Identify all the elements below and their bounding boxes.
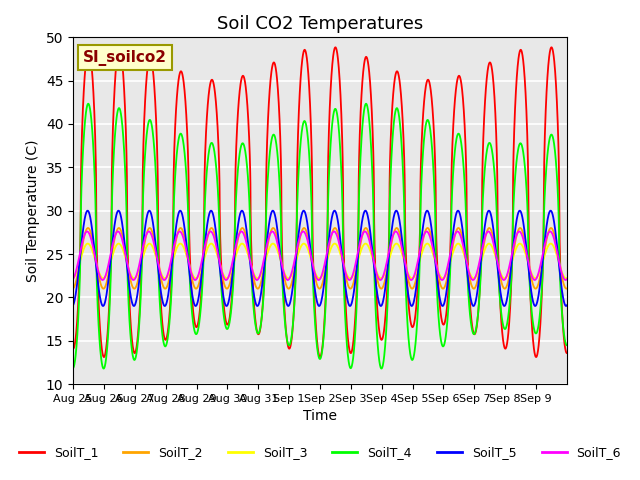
SoilT_3 (556, 264, 564, 270)
SoilT_6 (361, 228, 369, 234)
SoilT_2 (468, 285, 476, 290)
SoilT_3 (349, 272, 357, 277)
SoilT_6 (556, 264, 564, 270)
SoilT_5 (118, 222, 126, 228)
SoilT_2 (225, 283, 233, 289)
SoilT_2 (118, 232, 126, 238)
Line: SoilT_2: SoilT_2 (73, 228, 567, 288)
SoilT_5 (496, 286, 504, 292)
SoilT_1 (556, 265, 564, 271)
SoilT_1 (119, 64, 127, 70)
SoilT_6 (118, 238, 126, 243)
SoilT_2 (563, 286, 571, 291)
Y-axis label: Soil Temperature (C): Soil Temperature (C) (26, 139, 40, 282)
SoilT_5 (556, 274, 564, 280)
SoilT_5 (468, 301, 476, 307)
SoilT_5 (500, 303, 508, 309)
SoilT_4 (84, 101, 92, 107)
SoilT_4 (497, 302, 504, 308)
SoilT_1 (69, 346, 77, 351)
SoilT_6 (349, 270, 357, 276)
SoilT_1 (548, 45, 556, 50)
SoilT_3 (346, 276, 354, 281)
SoilT_1 (225, 318, 233, 324)
SoilT_5 (563, 302, 571, 308)
Line: SoilT_5: SoilT_5 (73, 211, 567, 306)
SoilT_1 (349, 339, 357, 345)
Line: SoilT_6: SoilT_6 (73, 231, 567, 280)
Legend: SoilT_1, SoilT_2, SoilT_3, SoilT_4, SoilT_5, SoilT_6: SoilT_1, SoilT_2, SoilT_3, SoilT_4, Soil… (14, 442, 626, 465)
SoilT_4 (378, 366, 385, 372)
SoilT_2 (408, 286, 416, 291)
SoilT_3 (362, 241, 369, 247)
SoilT_5 (69, 302, 77, 308)
X-axis label: Time: Time (303, 409, 337, 423)
SoilT_4 (349, 353, 357, 359)
SoilT_4 (556, 281, 564, 287)
SoilT_6 (69, 276, 77, 282)
SoilT_4 (563, 342, 571, 348)
Line: SoilT_1: SoilT_1 (73, 48, 567, 357)
SoilT_3 (497, 270, 504, 276)
SoilT_3 (69, 275, 77, 281)
SoilT_2 (497, 275, 504, 281)
SoilT_4 (119, 126, 127, 132)
SoilT_4 (225, 322, 233, 327)
SoilT_2 (424, 225, 431, 231)
SoilT_4 (468, 329, 476, 335)
SoilT_3 (563, 275, 571, 281)
SoilT_6 (497, 272, 504, 277)
SoilT_3 (225, 274, 233, 279)
SoilT_3 (118, 246, 126, 252)
SoilT_6 (468, 277, 476, 283)
SoilT_1 (100, 354, 108, 360)
Line: SoilT_3: SoilT_3 (73, 244, 567, 278)
SoilT_1 (563, 350, 571, 356)
Text: SI_soilco2: SI_soilco2 (83, 49, 167, 66)
SoilT_6 (346, 277, 353, 283)
SoilT_1 (497, 301, 504, 307)
SoilT_6 (225, 273, 233, 279)
SoilT_2 (349, 281, 357, 287)
Line: SoilT_4: SoilT_4 (73, 104, 567, 369)
SoilT_5 (349, 294, 357, 300)
SoilT_2 (556, 265, 564, 271)
SoilT_1 (468, 324, 476, 330)
Title: Soil CO2 Temperatures: Soil CO2 Temperatures (217, 15, 423, 33)
SoilT_4 (69, 365, 77, 371)
SoilT_5 (516, 208, 524, 214)
SoilT_6 (563, 276, 571, 282)
SoilT_5 (225, 297, 233, 303)
SoilT_3 (468, 275, 476, 281)
SoilT_2 (69, 286, 77, 291)
